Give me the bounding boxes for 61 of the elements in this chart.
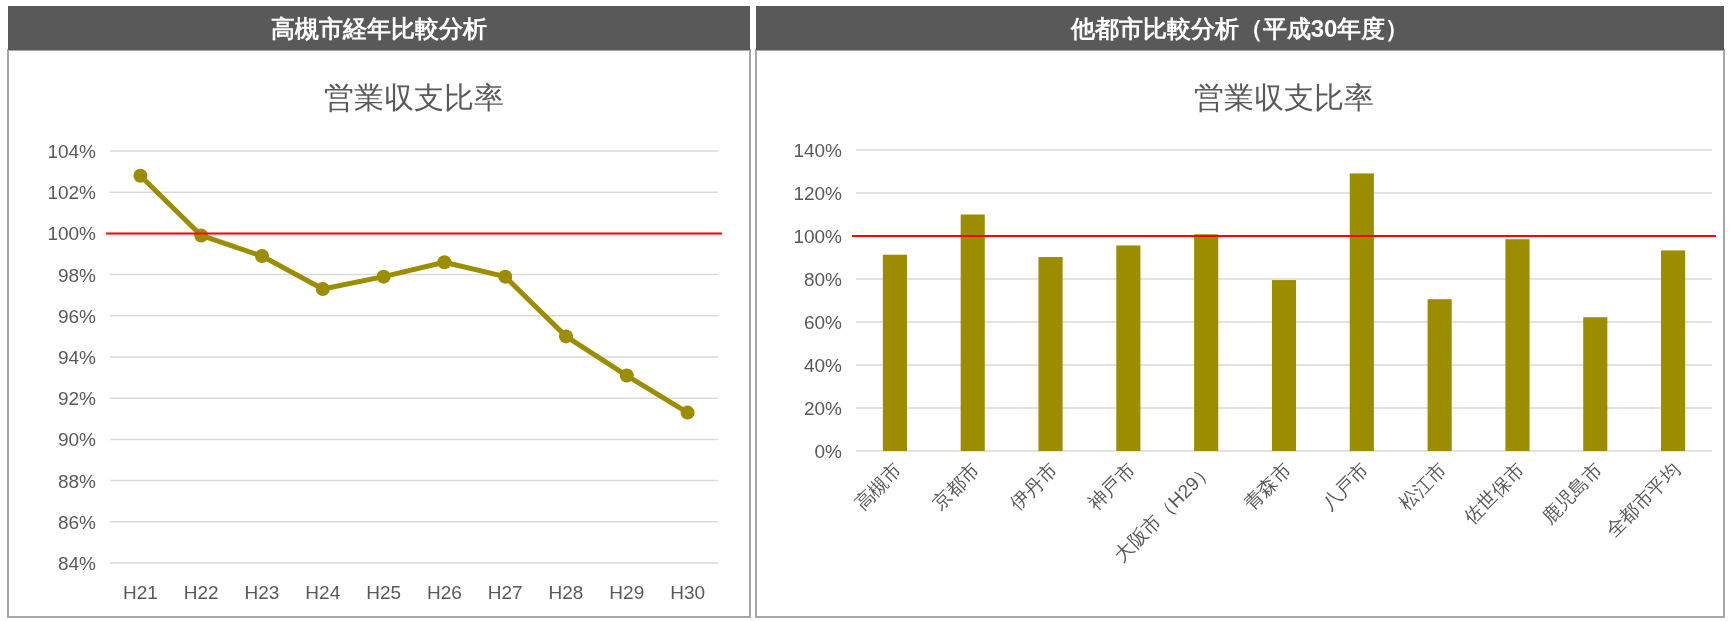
y-tick-label: 104%: [47, 141, 97, 162]
y-tick-label: 86%: [57, 511, 97, 533]
x-tick-label: 高槻市: [850, 458, 906, 515]
x-tick-label: H23: [244, 582, 280, 603]
point: [376, 269, 391, 284]
x-tick-label: H24: [305, 582, 341, 603]
x-tick-label: 八戸市: [1317, 458, 1373, 515]
point: [498, 269, 513, 284]
point: [315, 282, 330, 297]
y-tick-label: 40%: [803, 355, 843, 376]
x-tick-label: H25: [366, 582, 402, 603]
bar: [1271, 280, 1297, 451]
point: [559, 329, 573, 344]
y-tick-label: 98%: [57, 264, 97, 286]
x-tick-label: H30: [670, 582, 706, 603]
y-tick-label: 140%: [793, 140, 843, 161]
x-tick-label: 青森市: [1239, 458, 1295, 515]
y-tick-label: 94%: [57, 347, 97, 368]
y-tick-label: 60%: [803, 312, 843, 333]
y-tick-label: 100%: [793, 226, 843, 247]
point: [133, 168, 148, 183]
y-tick-label: 96%: [57, 305, 97, 327]
chart-title: 高槻市経年比較分析: [271, 15, 487, 42]
chart-subtitle: 営業収支比率: [324, 81, 504, 114]
bar: [1505, 239, 1530, 451]
x-tick-label: 神戸市: [1084, 458, 1140, 515]
x-tick-label: H22: [183, 582, 219, 603]
bar: [1661, 250, 1686, 451]
x-tick-label: 松江市: [1395, 458, 1451, 515]
y-tick-label: 100%: [47, 223, 97, 245]
x-tick-label: H28: [548, 582, 584, 603]
point: [255, 249, 269, 264]
y-tick-label: 102%: [47, 182, 97, 204]
x-tick-label: H26: [426, 582, 462, 603]
x-tick-label: 伊丹市: [1006, 458, 1062, 515]
bar: [1349, 173, 1374, 451]
x-tick-label: H27: [487, 582, 523, 603]
x-tick-label: H21: [122, 582, 158, 603]
y-tick-label: 20%: [803, 398, 843, 419]
bar: [960, 214, 985, 451]
bar: [1427, 299, 1452, 451]
point: [619, 368, 634, 383]
bar: [1038, 257, 1063, 451]
x-tick-label: 佐世保市: [1459, 458, 1529, 528]
bar: [1194, 234, 1219, 451]
point: [680, 405, 695, 420]
y-tick-label: 80%: [803, 269, 843, 290]
point: [437, 255, 452, 270]
bar: [1116, 245, 1141, 451]
chart-subtitle: 営業収支比率: [1194, 81, 1374, 114]
bar: [882, 254, 907, 451]
y-tick-label: 84%: [57, 553, 97, 574]
x-tick-label: 京都市: [928, 458, 984, 515]
y-tick-label: 92%: [57, 388, 97, 410]
chart-title: 他都市比較分析（平成30年度）: [1069, 15, 1410, 42]
y-tick-label: 88%: [57, 470, 97, 492]
y-tick-label: 0%: [814, 441, 843, 462]
y-tick-label: 90%: [57, 429, 97, 451]
y-tick-label: 120%: [793, 183, 843, 204]
bar: [1583, 317, 1608, 451]
x-tick-label: H29: [609, 582, 645, 603]
